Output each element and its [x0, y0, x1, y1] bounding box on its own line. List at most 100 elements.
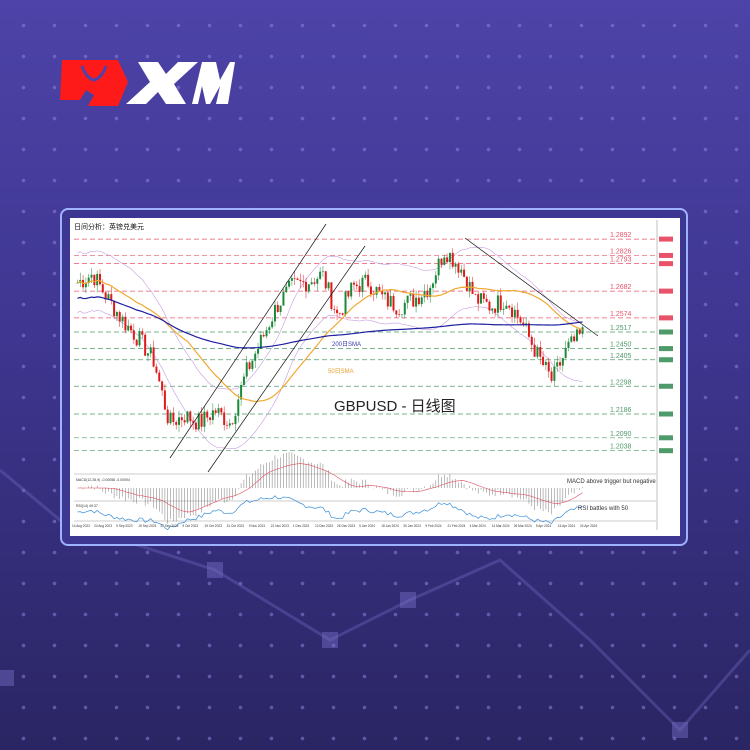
candle-body: [564, 348, 567, 359]
candle-body: [567, 341, 570, 349]
axis-level-tag-1.2038: [659, 448, 673, 454]
candle-body: [547, 361, 550, 372]
candle-body: [107, 294, 110, 300]
candle-body: [163, 390, 166, 410]
candle-body: [386, 292, 389, 307]
candle-body: [316, 278, 319, 284]
candle-body: [448, 252, 451, 263]
candle-body: [570, 336, 573, 342]
candle-body: [130, 325, 133, 331]
candle-body: [132, 330, 135, 340]
candle-body: [533, 344, 536, 357]
candle-body: [525, 323, 528, 325]
candle-body: [364, 274, 367, 278]
candle-body: [426, 290, 429, 298]
candle-body: [310, 282, 313, 285]
candle-body: [265, 330, 268, 337]
candle-body: [344, 291, 347, 315]
x-tick-label: 12 Dec 2023: [315, 524, 333, 528]
x-tick-label: 5 Sep 2023: [116, 524, 133, 528]
candle-body: [463, 269, 466, 277]
candle-body: [203, 411, 206, 427]
candle-body: [178, 417, 181, 425]
candle-body: [248, 362, 251, 369]
x-tick-label: 14 Aug 2023: [72, 524, 90, 528]
candle-body: [338, 313, 341, 314]
candle-body: [539, 347, 542, 357]
candle-body: [121, 316, 124, 322]
axis-level-tag-1.2405: [659, 357, 673, 363]
candle-body: [398, 314, 401, 316]
x-tick-label: 26 Mar 2024: [514, 524, 532, 528]
level-label-1.2793: 1.2793: [610, 257, 632, 264]
candle-body: [319, 271, 322, 279]
candle-body: [223, 412, 226, 426]
candle-body: [443, 257, 446, 265]
candle-body: [440, 258, 443, 265]
candle-body: [384, 292, 387, 295]
candle-body: [242, 376, 245, 386]
candle-body: [454, 263, 457, 267]
candle-body: [155, 366, 158, 373]
candle-body: [468, 281, 471, 291]
x-tick-label: 9 Nov 2023: [249, 524, 266, 528]
axis-level-tag-1.2574: [659, 315, 673, 321]
candle-body: [482, 293, 485, 299]
candle-body: [420, 297, 423, 305]
candle-body: [336, 309, 339, 314]
candle-body: [220, 408, 223, 413]
axis-level-tag-1.2450: [659, 346, 673, 352]
candle-body: [406, 295, 409, 303]
candle-body: [369, 286, 372, 295]
axis-level-tag-1.2517: [659, 329, 673, 335]
candle-body: [152, 347, 155, 367]
candle-body: [127, 325, 130, 331]
candle-body: [307, 284, 310, 292]
candle-body: [330, 282, 333, 309]
candle-body: [251, 360, 254, 369]
candle-body: [104, 292, 107, 300]
macd-header: MACD(12,26,9) -0.00058 -0.00094: [76, 478, 130, 482]
level-label-1.2298: 1.2298: [610, 379, 632, 386]
axis-level-tag-1.2090: [659, 435, 673, 441]
candle-body: [581, 327, 584, 334]
candle-body: [417, 297, 420, 305]
candle-body: [183, 420, 186, 423]
candle-body: [288, 280, 291, 287]
rsi-header: RSI(14) 49.37: [76, 504, 98, 508]
candle-body: [290, 278, 293, 281]
candle-body: [415, 297, 418, 307]
candle-body: [559, 362, 562, 366]
x-tick-label: 4 Mar 2024: [470, 524, 486, 528]
candle-body: [209, 417, 212, 420]
candle-body: [279, 305, 282, 313]
candle-body: [437, 258, 440, 276]
x-tick-label: 16 Apr 2024: [558, 524, 575, 528]
x-tick-label: 30 Jan 2024: [403, 524, 421, 528]
candle-body: [245, 362, 248, 377]
candle-body: [477, 294, 480, 304]
candle-body: [457, 263, 460, 273]
level-label-1.2186: 1.2186: [610, 407, 632, 414]
candle-body: [158, 372, 161, 382]
candle-body: [372, 294, 375, 295]
candle-body: [321, 271, 324, 272]
candle-body: [84, 283, 87, 288]
x-tick-label: 21 Nov 2023: [271, 524, 289, 528]
candle-body: [214, 410, 217, 413]
x-tick-label: 24 Apr 2024: [580, 524, 597, 528]
candle-body: [434, 275, 437, 284]
axis-level-tag-1.2186: [659, 411, 673, 417]
rsi-note: RSI battles with 50: [578, 506, 629, 512]
candle-body: [488, 301, 491, 311]
candle-body: [561, 358, 564, 366]
candle-body: [268, 327, 271, 331]
level-label-1.2405: 1.2405: [610, 353, 632, 360]
x-tick-label: 5 Apr 2024: [536, 524, 552, 528]
candle-body: [553, 366, 556, 381]
axis-level-tag-1.2793: [659, 261, 673, 267]
candle-body: [211, 410, 214, 420]
candle-body: [350, 282, 353, 297]
candle-body: [502, 308, 505, 310]
downtrend-line: [464, 237, 599, 337]
